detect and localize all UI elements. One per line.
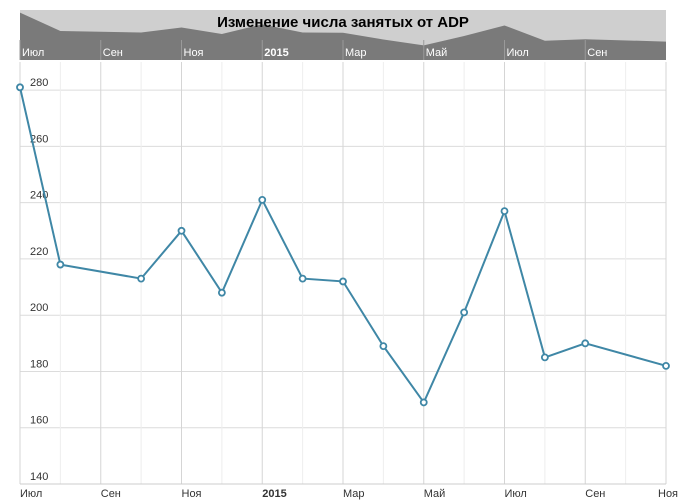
data-point[interactable] bbox=[298, 274, 307, 283]
y-tick-label: 180 bbox=[30, 358, 48, 370]
data-point[interactable] bbox=[56, 260, 65, 269]
x-tick-label: Июл bbox=[505, 488, 527, 500]
y-tick-label: 280 bbox=[30, 77, 48, 89]
x-tick-label: Ноя bbox=[658, 488, 678, 500]
navigator-ticks: Июл Сен Ноя 2015 Мар Май Июл Сен bbox=[19, 40, 607, 60]
navigator-tick-label: Май bbox=[426, 47, 448, 59]
chart-title: Изменение числа занятых от ADP bbox=[217, 14, 469, 31]
y-tick-label: 200 bbox=[30, 302, 48, 314]
data-point[interactable] bbox=[379, 342, 388, 351]
x-tick-label: Ноя bbox=[182, 488, 202, 500]
data-point[interactable] bbox=[177, 226, 186, 235]
navigator[interactable]: Июл Сен Ноя 2015 Мар Май Июл Сен bbox=[19, 10, 666, 60]
data-point[interactable] bbox=[217, 288, 226, 297]
navigator-tick-label: Ноя bbox=[184, 47, 204, 59]
navigator-area bbox=[20, 10, 666, 46]
data-point[interactable] bbox=[662, 361, 670, 370]
data-point[interactable] bbox=[339, 277, 347, 286]
y-tick-label: 140 bbox=[30, 471, 48, 483]
data-point[interactable] bbox=[500, 207, 509, 216]
y-tick-label: 160 bbox=[30, 415, 48, 427]
navigator-tick-label: Июл bbox=[22, 47, 44, 59]
x-tick-label: Сен bbox=[101, 488, 121, 500]
grid bbox=[19, 62, 667, 485]
x-axis: Июл Сен Ноя 2015 Мар Май Июл Сен Ноя bbox=[20, 488, 678, 500]
y-tick-label: 260 bbox=[30, 133, 48, 145]
navigator-tick-label: Сен bbox=[103, 47, 123, 59]
x-tick-label: Мар bbox=[343, 488, 365, 500]
data-point[interactable] bbox=[258, 195, 267, 204]
data-point[interactable] bbox=[540, 353, 549, 362]
x-tick-label: 2015 bbox=[262, 488, 286, 500]
navigator-tick-label: Мар bbox=[345, 47, 367, 59]
navigator-tick-label: Июл bbox=[507, 47, 529, 59]
x-tick-label: Май bbox=[424, 488, 446, 500]
data-point[interactable] bbox=[419, 398, 428, 407]
x-tick-label: Июл bbox=[20, 488, 42, 500]
navigator-tick-label: 2015 bbox=[264, 47, 288, 59]
series-points bbox=[16, 83, 670, 407]
navigator-tick-label: Сен bbox=[587, 47, 607, 59]
data-point[interactable] bbox=[16, 83, 24, 92]
data-point[interactable] bbox=[581, 339, 590, 348]
y-tick-label: 220 bbox=[30, 246, 48, 258]
x-tick-label: Сен bbox=[585, 488, 605, 500]
data-point[interactable] bbox=[137, 274, 146, 283]
data-point[interactable] bbox=[460, 308, 469, 317]
